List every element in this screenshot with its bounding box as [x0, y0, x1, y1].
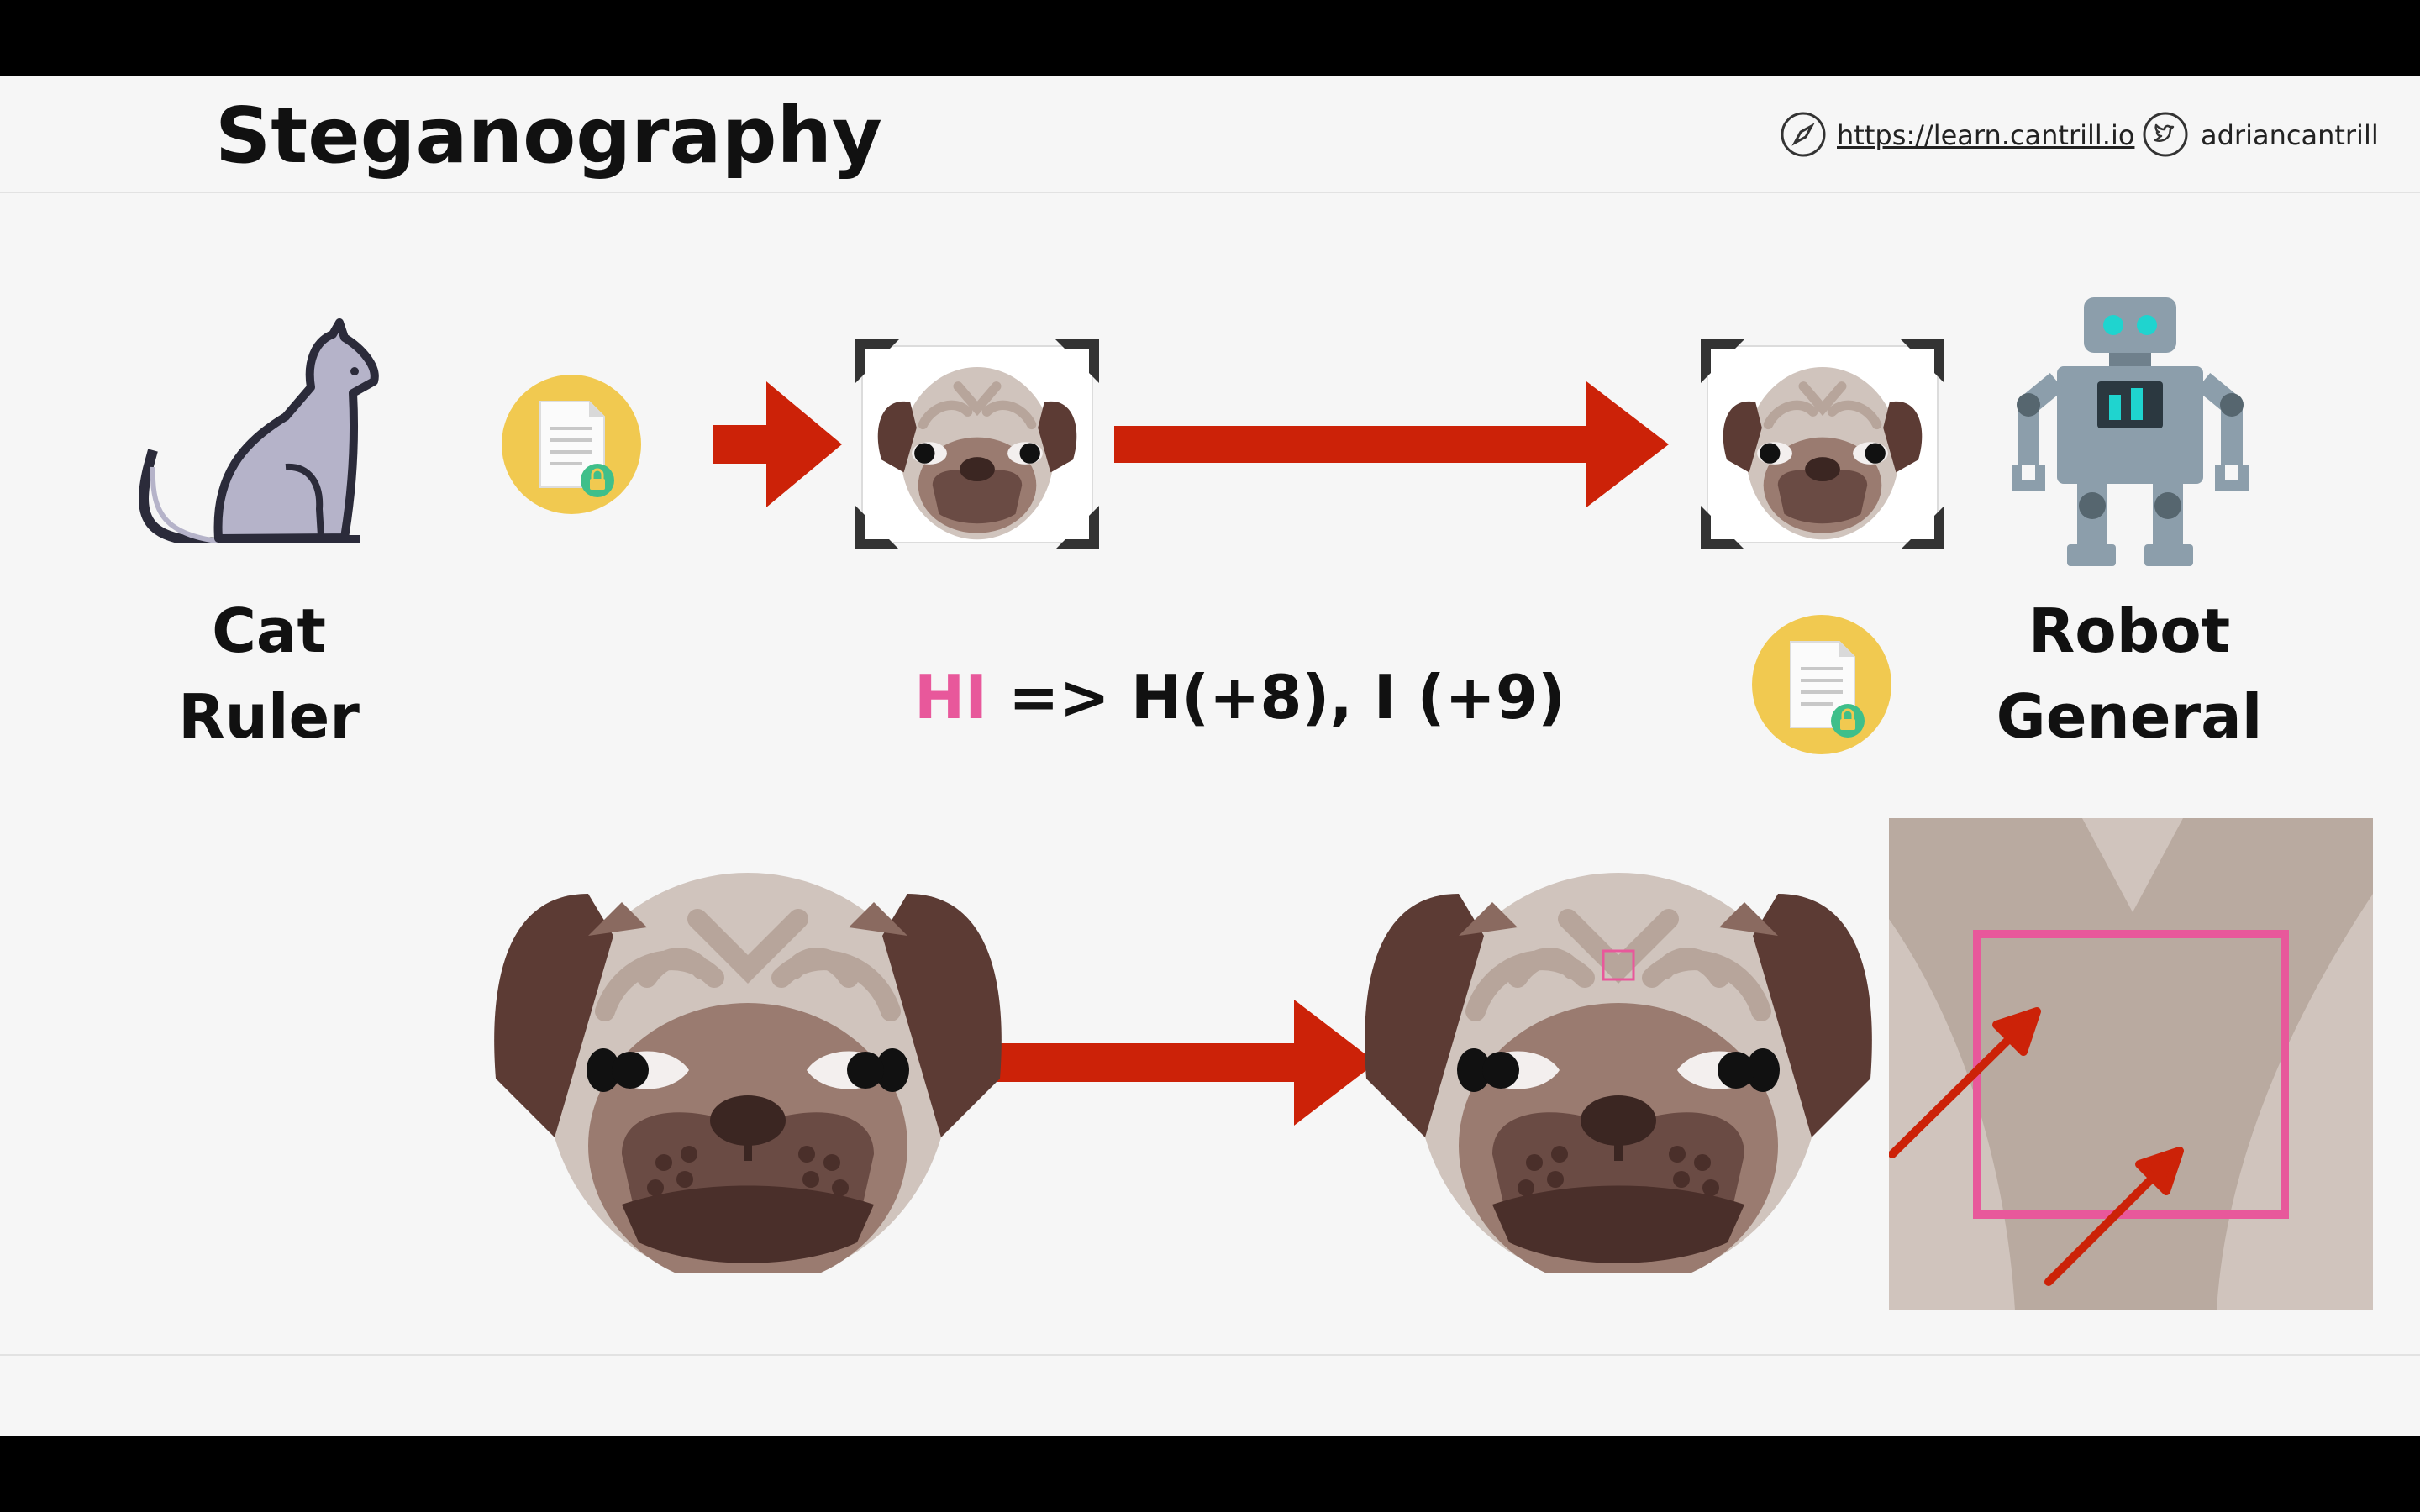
pixel-zoom-inset — [1889, 818, 2373, 1310]
cat-icon — [139, 318, 379, 543]
formula-rest: => H(+8), I (+9) — [987, 662, 1565, 732]
receiver-label: Robot General — [1978, 588, 2281, 759]
receiver-label-line2: General — [1996, 681, 2263, 752]
course-link[interactable]: https://learn.cantrill.io — [1837, 119, 2135, 151]
secret-document-icon — [502, 375, 641, 514]
receiver-label-line1: Robot — [2028, 596, 2231, 666]
twitter-handle[interactable]: adriancantrill — [2201, 119, 2379, 151]
sender-label-line1: Cat — [212, 596, 326, 666]
robot-icon — [2012, 297, 2249, 566]
formula-highlight: HI — [914, 662, 988, 732]
footer-divider — [0, 1354, 2420, 1356]
compass-icon — [1781, 112, 1826, 157]
twitter-icon — [2143, 112, 2188, 157]
pug-original-icon — [494, 873, 1002, 1273]
slide-title: Steganography — [215, 91, 882, 181]
arrow-right-icon — [713, 381, 842, 507]
long-arrow-right-icon — [1114, 381, 1669, 507]
pug-photo-icon — [855, 339, 1099, 549]
header-divider — [0, 192, 2420, 193]
encoding-formula: HI => H(+8), I (+9) — [914, 662, 1565, 732]
secret-document-icon — [1752, 615, 1891, 754]
arrow-right-icon — [986, 1000, 1376, 1126]
pug-photo-icon — [1701, 339, 1944, 549]
sender-label-line2: Ruler — [178, 681, 360, 752]
slide: Steganography https://learn.cantrill.io … — [0, 76, 2420, 1436]
sender-label: Cat Ruler — [143, 588, 395, 759]
pug-modified-icon — [1365, 873, 1872, 1273]
